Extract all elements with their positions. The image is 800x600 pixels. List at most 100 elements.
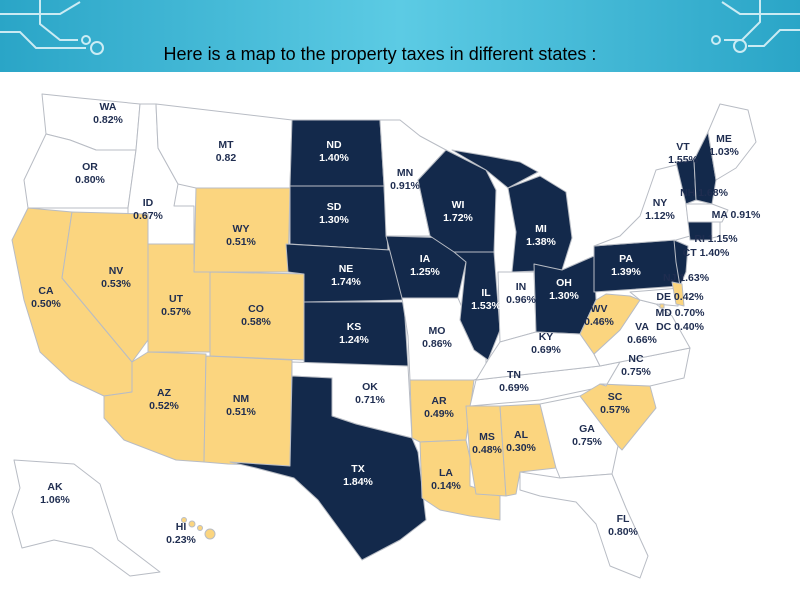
state-code-mi: MI — [535, 223, 547, 235]
state-label-ma: MA 0.91% — [712, 209, 761, 221]
state-ak — [11, 459, 161, 577]
state-code-ok: OK — [362, 381, 378, 393]
state-wi — [417, 149, 497, 253]
state-rate-id: 0.67% — [133, 210, 163, 222]
state-ri — [711, 221, 721, 239]
state-label-ct: CT 1.40% — [683, 247, 730, 259]
state-rate-il: 1.53% — [471, 300, 501, 312]
state-rate-tx: 1.84% — [343, 476, 373, 488]
us-property-tax-map: WA0.82%OR0.80%CA0.50%ID0.67%NV0.53%MT0.8… — [0, 72, 800, 600]
state-code-sc: SC — [608, 391, 623, 403]
state-mi — [507, 175, 573, 273]
state-code-ut: UT — [169, 293, 184, 305]
state-code-ne: NE — [339, 263, 354, 275]
state-code-in: IN — [516, 281, 527, 293]
state-code-ny: NY — [653, 197, 668, 209]
state-md — [629, 287, 681, 307]
state-rate-nd: 1.40% — [319, 152, 349, 164]
state-code-ak: AK — [47, 481, 63, 493]
state-rate-fl: 0.80% — [608, 526, 638, 538]
state-rate-sc: 0.57% — [600, 404, 630, 416]
state-rate-la: 0.14% — [431, 480, 461, 492]
state-rate-ak: 1.06% — [40, 494, 70, 506]
state-code-wy: WY — [233, 223, 250, 235]
state-ct — [687, 221, 713, 241]
state-rate-ok: 0.71% — [355, 394, 385, 406]
state-label-nj: NJ 1.63% — [663, 272, 710, 284]
state-label-dc: DC 0.40% — [656, 321, 705, 333]
state-rate-ky: 0.69% — [531, 344, 561, 356]
state-me — [707, 103, 757, 181]
state-rate-az: 0.52% — [149, 400, 179, 412]
state-fl — [519, 471, 649, 579]
state-ma — [685, 203, 729, 223]
state-code-fl: FL — [617, 513, 630, 525]
state-code-ga: GA — [579, 423, 595, 435]
state-rate-vt: 1.55% — [668, 154, 698, 166]
state-code-wv: WV — [591, 303, 608, 315]
state-mi-upper — [451, 149, 539, 189]
state-code-nc: NC — [628, 353, 644, 365]
state-code-tn: TN — [507, 369, 521, 381]
state-rate-va: 0.66% — [627, 334, 657, 346]
state-label-de: DE 0.42% — [656, 291, 704, 303]
state-rate-in: 0.96% — [506, 294, 536, 306]
state-code-il: IL — [481, 287, 491, 299]
state-rate-hi: 0.23% — [166, 534, 196, 546]
state-code-me: ME — [716, 133, 732, 145]
state-rate-mo: 0.86% — [422, 338, 452, 350]
state-il — [453, 251, 501, 361]
state-rate-pa: 1.39% — [611, 266, 641, 278]
state-code-az: AZ — [157, 387, 172, 399]
state-wv — [579, 293, 641, 355]
state-code-sd: SD — [327, 201, 342, 213]
state-rate-nc: 0.75% — [621, 366, 651, 378]
state-code-or: OR — [82, 161, 98, 173]
state-code-pa: PA — [619, 253, 633, 265]
state-labels: WA0.82%OR0.80%CA0.50%ID0.67%NV0.53%MT0.8… — [31, 101, 761, 546]
state-rate-ms: 0.48% — [472, 444, 502, 456]
state-rate-mt: 0.82 — [216, 152, 237, 164]
state-rate-ia: 1.25% — [410, 266, 440, 278]
state-rate-ca: 0.50% — [31, 298, 61, 310]
state-tx — [229, 375, 427, 561]
state-rate-tn: 0.69% — [499, 382, 529, 394]
header-banner — [0, 0, 800, 72]
state-label-md: MD 0.70% — [655, 307, 705, 319]
state-rate-sd: 1.30% — [319, 214, 349, 226]
state-label-nh: NH 1.68% — [680, 187, 729, 199]
state-nv — [61, 211, 149, 363]
circuit-decoration — [0, 0, 800, 55]
state-code-ks: KS — [347, 321, 362, 333]
state-rate-wa: 0.82% — [93, 114, 123, 126]
state-code-ar: AR — [431, 395, 447, 407]
state-rate-wi: 1.72% — [443, 212, 473, 224]
state-code-al: AL — [514, 429, 529, 441]
state-rate-ut: 0.57% — [161, 306, 191, 318]
page-title: Here is a map to the property taxes in d… — [163, 44, 597, 64]
state-rate-ar: 0.49% — [424, 408, 454, 420]
state-code-mn: MN — [397, 167, 413, 179]
state-code-wi: WI — [452, 199, 465, 211]
state-code-ms: MS — [479, 431, 495, 443]
state-code-mt: MT — [218, 139, 234, 151]
state-code-oh: OH — [556, 277, 572, 289]
state-rate-wy: 0.51% — [226, 236, 256, 248]
state-hi — [181, 517, 216, 540]
state-code-hi: HI — [176, 521, 187, 533]
state-rate-wv: 0.46% — [584, 316, 614, 328]
state-rate-al: 0.30% — [506, 442, 536, 454]
state-dc — [659, 303, 665, 309]
state-ms — [465, 405, 507, 497]
state-code-ca: CA — [38, 285, 54, 297]
state-code-mo: MO — [429, 325, 446, 337]
state-rate-mi: 1.38% — [526, 236, 556, 248]
state-de — [671, 281, 685, 307]
state-label-ri: RI 1.15% — [694, 233, 738, 245]
state-code-nd: ND — [326, 139, 342, 151]
state-rate-co: 0.58% — [241, 316, 271, 328]
state-rate-me: 1.03% — [709, 146, 739, 158]
state-code-va: VA — [635, 321, 649, 333]
state-la — [419, 439, 501, 521]
state-rate-mn: 0.91% — [390, 180, 420, 192]
